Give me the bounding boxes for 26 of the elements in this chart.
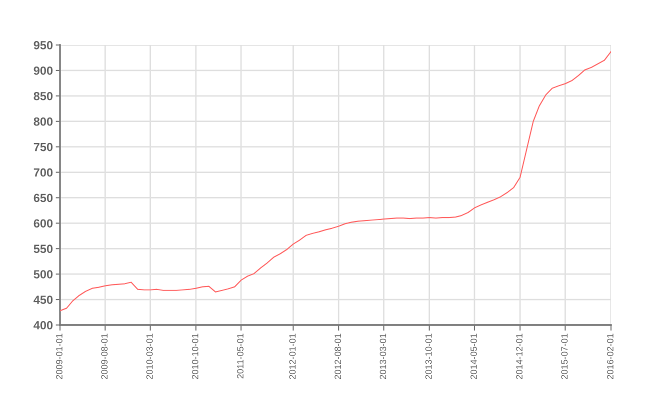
x-tick-label: 2014-05-01 [470,334,477,380]
y-tick-label: 950 [34,41,53,50]
x-tick-label: 2009-08-01 [101,334,108,380]
x-tick-label: 2014-12-01 [516,334,522,380]
y-tick-label: 550 [34,244,53,254]
y-tick-label: 400 [34,321,53,330]
y-tick-label: 650 [34,194,53,202]
y-tick-label: 500 [34,270,53,278]
x-tick-label: 2009-01-01 [56,334,62,380]
y-tick-label: 850 [34,92,53,100]
y-tick-label: 600 [34,219,53,228]
x-tick-label: 2012-08-01 [334,334,342,380]
x-tick-label: 2016-02-01 [607,334,614,380]
line-series [60,51,611,312]
y-tick-label: 800 [34,117,53,126]
x-tick-label: 2013-10-01 [425,334,432,380]
y-tick-label: 900 [34,66,53,75]
y-tick-label: 450 [34,296,53,304]
x-tick-label: 2010-03-01 [146,334,153,380]
x-tick-label: 2010-10-01 [192,334,198,380]
x-tick-label: 2013-03-01 [380,334,386,380]
x-tick-label: 2012-01-01 [289,334,296,380]
x-tick-label: 2011-05-01 [237,334,244,378]
y-tick-label: 750 [34,142,53,152]
y-tick-label: 700 [34,168,53,177]
x-tick-label: 2015-07-01 [561,334,568,380]
